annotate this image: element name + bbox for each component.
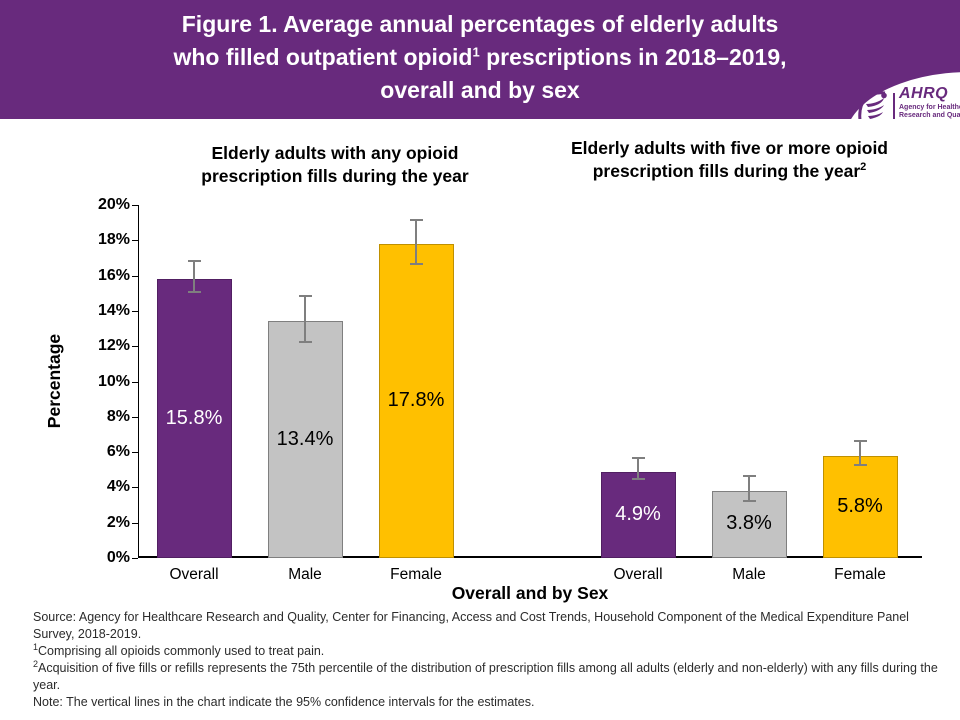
y-tick-label: 4% [106,478,130,496]
y-axis-line [138,205,139,558]
footnote-1: 1Comprising all opioids commonly used to… [33,641,947,660]
figure-title-line1: Figure 1. Average annual percentages of … [181,11,779,37]
y-axis-title: Percentage [44,333,64,429]
y-tick-label: 6% [106,443,130,461]
bar-female [378,243,454,558]
bar-value-label: 15.8% [165,406,223,429]
ahrq-tagline-line1: Agency for Healthcare [899,104,960,111]
footnote-2-text: Acquisition of five fills or refills rep… [33,661,938,692]
panel2-title-line1: Elderly adults with five or more opioid [571,138,888,158]
panel-title-any-opioid: Elderly adults with any opioid prescript… [140,142,530,187]
footnote-1-text: Comprising all opioids commonly used to … [38,644,325,658]
x-tick-label: Female [390,566,442,583]
error-bar-cap-top [742,475,756,478]
footnote-1-sup: 1 [33,641,39,652]
y-tick-mark [132,310,138,312]
error-bar [193,259,195,294]
x-axis-line [138,556,922,558]
bar-value-label: 4.9% [615,502,661,525]
y-tick-mark [132,346,138,348]
hhs-eagle-icon [858,91,887,119]
x-tick-label: Overall [613,566,663,583]
y-tick-mark [132,240,138,242]
error-bar [748,475,750,502]
y-tick-label: 14% [97,301,130,319]
footnote-2-marker: 2 [860,160,867,173]
y-tick-label: 10% [97,372,130,390]
logo-divider [893,93,895,119]
x-tick-label: Overall [169,566,219,583]
y-tick-label: 2% [106,513,130,531]
source-note: Source: Agency for Healthcare Research a… [33,610,909,641]
panel1-title-line2: prescription fills during the year [201,165,469,186]
y-tick-mark [132,452,138,454]
y-tick-label: 12% [97,337,130,355]
ahrq-tagline-line2: Research and Quality [899,112,960,119]
error-bar [859,439,861,467]
figure-title: Figure 1. Average annual percentages of … [0,8,960,107]
footnote-2: 2Acquisition of five fills or refills re… [33,658,947,694]
error-bar-cap-bottom [187,291,201,294]
error-bar-cap-bottom [298,340,312,343]
y-tick-label: 8% [106,407,130,425]
ahrq-wordmark: AHRQ [899,85,949,102]
bar-value-label: 13.4% [276,427,334,450]
ci-note: Note: The vertical lines in the chart in… [33,695,535,709]
error-bar-cap-bottom [631,478,645,481]
y-tick-mark [132,522,138,524]
figure-title-line2-text: who filled outpatient opioid [173,44,473,70]
y-tick-label: 16% [97,266,130,284]
footnote-1-marker: 1 [472,44,480,60]
error-bar-cap-top [187,259,201,262]
footnotes: Source: Agency for Healthcare Research a… [33,609,947,711]
figure-title-line2-rest: prescriptions in 2018–2019, [479,44,787,70]
bar-value-label: 5.8% [837,494,883,517]
panel2-title-line2: prescription fills during the year2 [532,160,927,183]
bar-value-label: 3.8% [726,512,772,535]
panel2-title-line2-text: prescription fills during the year [592,160,861,181]
panel-title-five-or-more: Elderly adults with five or more opioid … [532,137,927,182]
bar-value-label: 17.8% [387,388,445,411]
error-bar-cap-top [631,457,645,460]
error-bar-cap-top [853,439,867,442]
error-bar-cap-top [409,219,423,222]
y-tick-mark [132,205,138,206]
y-tick-mark [132,381,138,383]
footnote-2-sup: 2 [33,658,39,669]
y-tick-label: 20% [97,196,130,213]
x-tick-label: Male [732,566,766,583]
x-tick-label: Female [834,566,886,583]
y-tick-label: 0% [106,549,130,566]
y-tick-mark [132,275,138,277]
error-bar [415,219,417,265]
error-bar-cap-top [298,295,312,297]
bar-overall [156,279,232,558]
error-bar-cap-bottom [742,499,756,502]
error-bar [637,457,639,481]
header-banner: Figure 1. Average annual percentages of … [0,0,960,119]
figure-title-line2: who filled outpatient opioid1 prescripti… [0,41,960,74]
y-tick-mark [132,416,138,418]
y-tick-mark [132,487,138,489]
error-bar-cap-bottom [409,263,423,265]
y-tick-label: 18% [97,231,130,249]
y-tick-mark [132,558,138,559]
x-axis-title: Overall and by Sex [451,583,609,603]
figure-title-line3: overall and by sex [380,77,580,103]
error-bar-cap-bottom [853,464,867,467]
panel1-title-line1: Elderly adults with any opioid [211,143,459,163]
plot-area: 0% 2% 4% 6% 8% 10% 12% 14% 16% 18% 20% 15.8% Overall… [98,196,922,583]
error-bar [304,295,306,343]
x-tick-label: Male [288,566,322,583]
